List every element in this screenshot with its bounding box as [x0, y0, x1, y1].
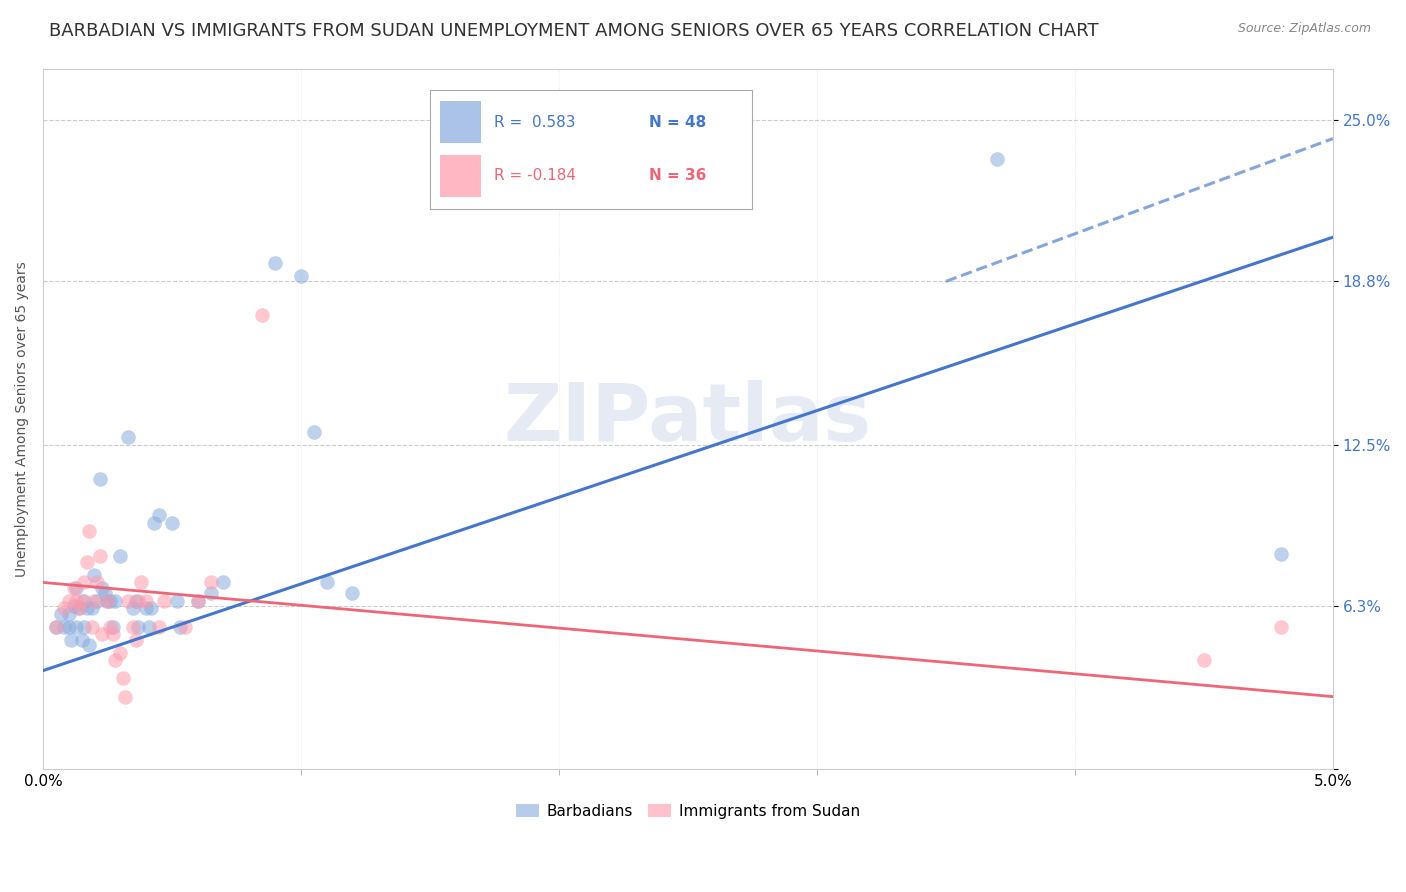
Point	[290, 269, 312, 284]
Point	[101, 627, 124, 641]
Point	[110, 646, 132, 660]
Point	[63, 599, 86, 613]
Point	[173, 619, 195, 633]
Point	[125, 632, 148, 647]
Point	[138, 619, 160, 633]
Point	[1270, 547, 1292, 561]
Point	[67, 601, 90, 615]
Point	[73, 593, 96, 607]
Point	[89, 549, 111, 564]
Point	[148, 508, 170, 522]
Point	[200, 586, 222, 600]
Point	[160, 516, 183, 530]
Point	[104, 653, 127, 667]
Point	[45, 619, 67, 633]
Point	[89, 472, 111, 486]
Point	[76, 601, 98, 615]
Point	[135, 601, 157, 615]
Point	[153, 593, 176, 607]
Point	[86, 593, 108, 607]
Point	[122, 601, 145, 615]
Point	[127, 593, 149, 607]
Point	[142, 516, 165, 530]
Point	[96, 593, 118, 607]
Point	[101, 619, 124, 633]
Text: ZIPatlas: ZIPatlas	[503, 380, 872, 458]
Point	[342, 586, 364, 600]
Point	[986, 153, 1008, 167]
Point	[104, 593, 127, 607]
Point	[200, 575, 222, 590]
Point	[96, 593, 118, 607]
Point	[49, 607, 72, 621]
Point	[65, 581, 87, 595]
Point	[52, 601, 75, 615]
Text: BARBADIAN VS IMMIGRANTS FROM SUDAN UNEMPLOYMENT AMONG SENIORS OVER 65 YEARS CORR: BARBADIAN VS IMMIGRANTS FROM SUDAN UNEMP…	[49, 22, 1099, 40]
Point	[65, 593, 87, 607]
Point	[122, 619, 145, 633]
Point	[111, 672, 134, 686]
Point	[58, 593, 80, 607]
Point	[91, 581, 114, 595]
Point	[67, 601, 90, 615]
Y-axis label: Unemployment Among Seniors over 65 years: Unemployment Among Seniors over 65 years	[15, 261, 30, 577]
Point	[129, 575, 152, 590]
Point	[169, 619, 191, 633]
Point	[187, 593, 209, 607]
Point	[83, 567, 105, 582]
Point	[98, 619, 121, 633]
Point	[1270, 619, 1292, 633]
Point	[73, 619, 96, 633]
Point	[58, 619, 80, 633]
Point	[91, 627, 114, 641]
Point	[117, 593, 139, 607]
Point	[76, 555, 98, 569]
Point	[264, 256, 287, 270]
Point	[70, 593, 93, 607]
Point	[250, 308, 273, 322]
Point	[166, 593, 188, 607]
Text: Source: ZipAtlas.com: Source: ZipAtlas.com	[1237, 22, 1371, 36]
Point	[141, 601, 163, 615]
Point	[60, 632, 83, 647]
Point	[117, 430, 139, 444]
Point	[45, 619, 67, 633]
Point	[65, 619, 87, 633]
Point	[79, 524, 101, 538]
Point	[94, 586, 117, 600]
Point	[80, 619, 103, 633]
Point	[83, 593, 105, 607]
Point	[125, 593, 148, 607]
Point	[148, 619, 170, 633]
Point	[212, 575, 235, 590]
Point	[127, 619, 149, 633]
Point	[58, 607, 80, 621]
Point	[1192, 653, 1215, 667]
Point	[110, 549, 132, 564]
Point	[52, 619, 75, 633]
Point	[187, 593, 209, 607]
Point	[63, 581, 86, 595]
Point	[135, 593, 157, 607]
Point	[79, 638, 101, 652]
Point	[114, 690, 136, 704]
Point	[86, 575, 108, 590]
Legend: Barbadians, Immigrants from Sudan: Barbadians, Immigrants from Sudan	[510, 797, 866, 825]
Point	[302, 425, 325, 439]
Point	[315, 575, 337, 590]
Point	[80, 601, 103, 615]
Point	[73, 575, 96, 590]
Point	[98, 593, 121, 607]
Point	[70, 632, 93, 647]
